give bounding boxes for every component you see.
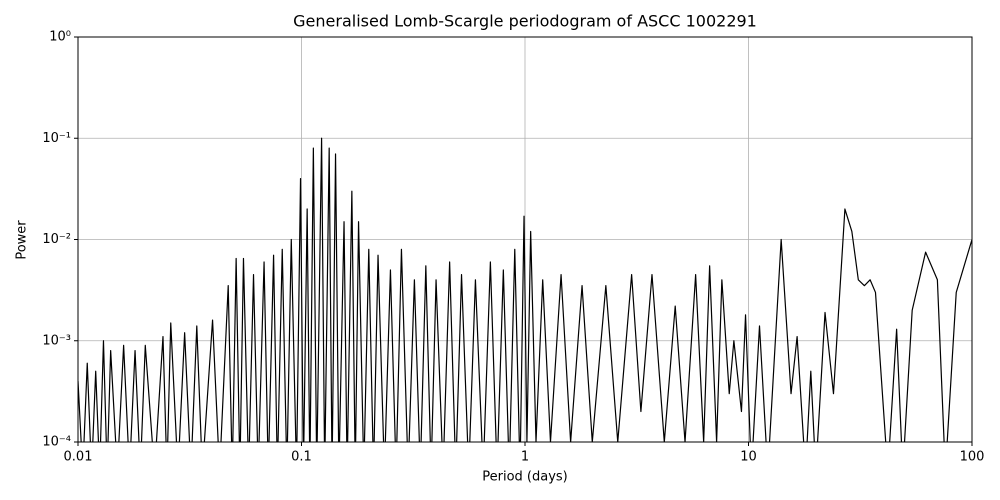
y-axis-label: Power	[15, 220, 30, 260]
y-tick-label: 10⁻¹	[42, 131, 71, 146]
chart-title: Generalised Lomb-Scargle periodogram of …	[293, 12, 757, 31]
x-axis-label: Period (days)	[482, 470, 568, 485]
y-tick-label: 10⁻³	[42, 333, 71, 348]
x-tick-label: 10	[740, 450, 757, 465]
y-tick-label: 10⁰	[49, 30, 71, 45]
x-tick-label: 100	[960, 450, 985, 465]
ticks: 0.01 0.1 1 10 100 10⁻⁴ 10⁻³ 10⁻² 10⁻¹ 10⁰	[42, 30, 984, 465]
y-tick-label: 10⁻²	[42, 232, 71, 247]
grid	[77, 36, 973, 443]
y-tick-label: 10⁻⁴	[42, 435, 71, 450]
x-tick-label: 1	[521, 450, 529, 465]
x-tick-label: 0.01	[64, 450, 93, 465]
x-tick-label: 0.1	[291, 450, 312, 465]
